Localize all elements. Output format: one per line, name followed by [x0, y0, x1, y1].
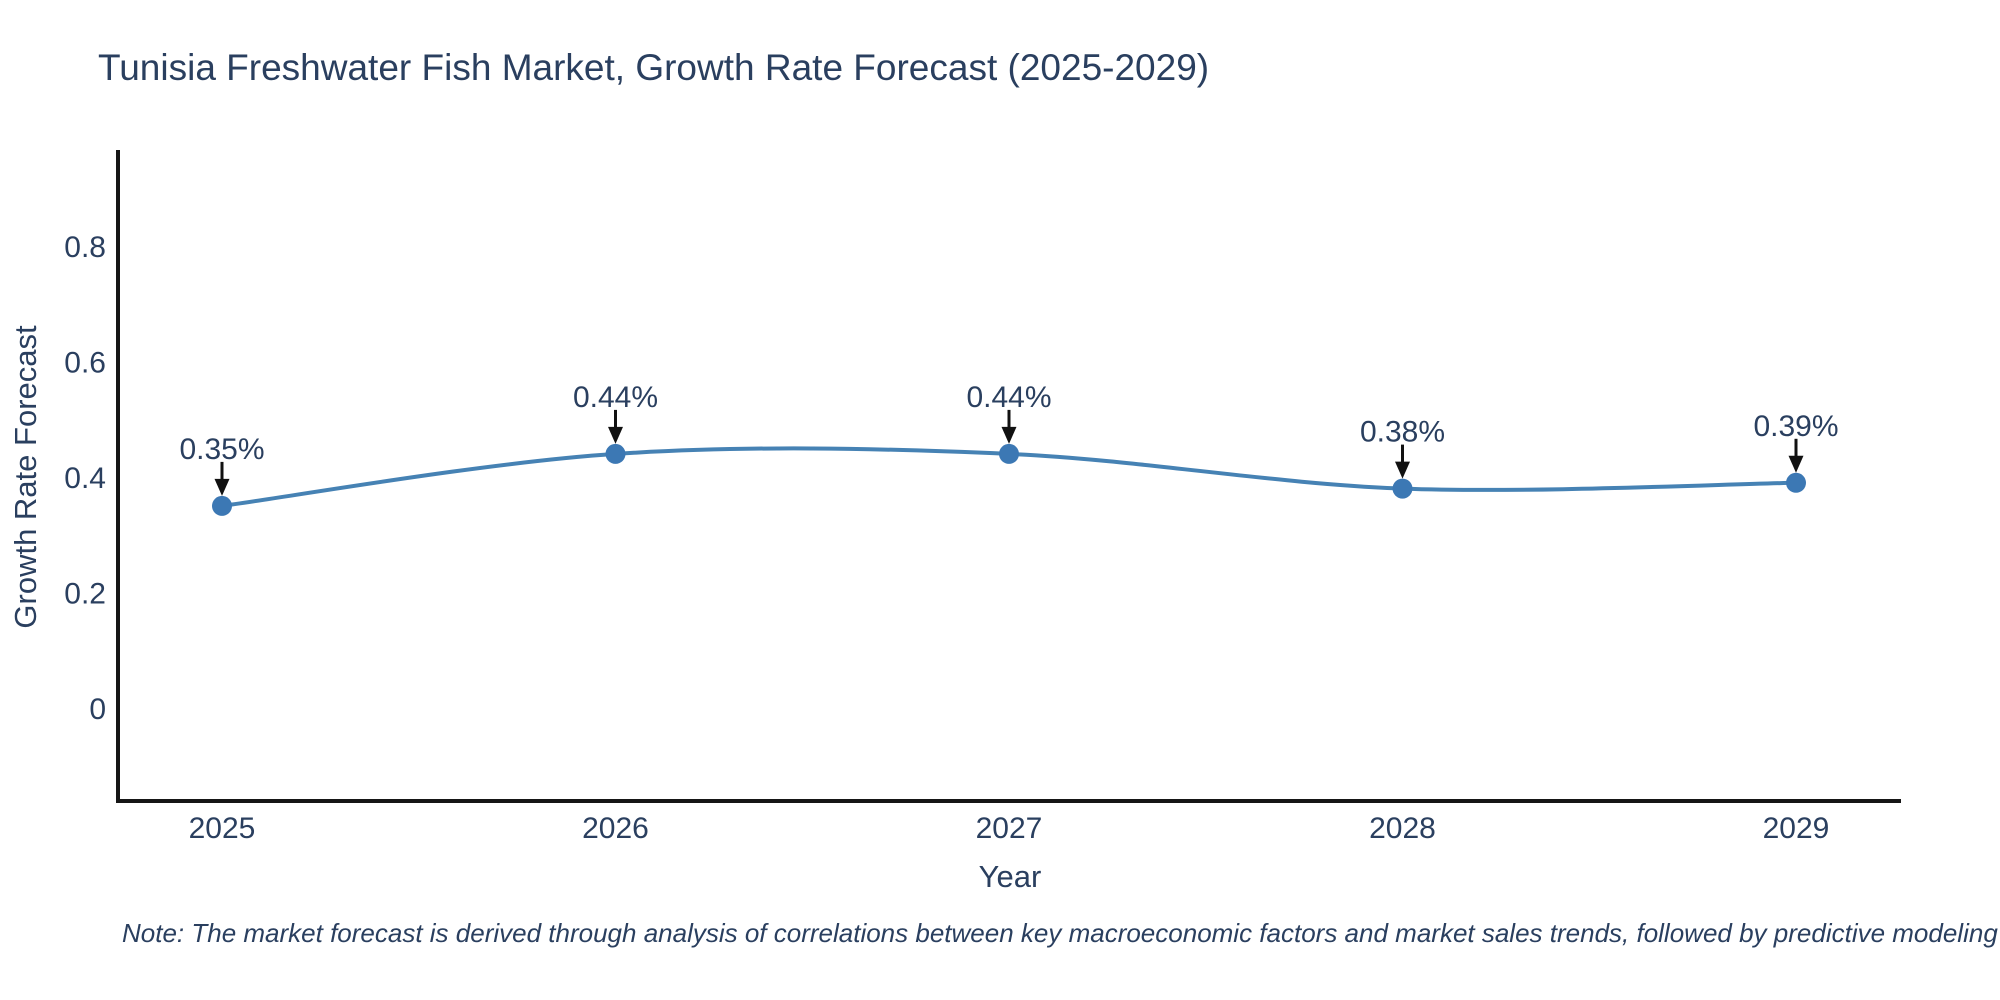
- y-tick-labels: 0 0.2 0.4 0.6 0.8: [64, 231, 106, 726]
- chart-title: Tunisia Freshwater Fish Market, Growth R…: [98, 47, 1209, 88]
- data-point-marker: [1392, 478, 1413, 499]
- data-point-marker: [605, 443, 626, 464]
- point-value-label: 0.44%: [573, 381, 658, 414]
- y-tick-label: 0.2: [64, 578, 106, 611]
- data-points: [212, 443, 1806, 516]
- y-tick-label: 0.4: [64, 462, 106, 495]
- point-value-label: 0.35%: [179, 433, 264, 466]
- annotation-arrowhead-icon: [1395, 461, 1410, 479]
- x-tick-label: 2028: [1369, 812, 1436, 845]
- x-tick-labels: 2025 2026 2027 2028 2029: [189, 812, 1830, 845]
- x-tick-label: 2029: [1763, 812, 1830, 845]
- data-point-marker: [1786, 472, 1806, 493]
- data-point-marker: [212, 495, 232, 516]
- x-axis-title: Year: [979, 859, 1042, 894]
- y-tick-label: 0.8: [64, 231, 106, 264]
- y-tick-label: 0.6: [64, 347, 106, 380]
- annotation-arrowhead-icon: [1001, 426, 1017, 444]
- data-point-marker: [999, 443, 1019, 464]
- annotations: 0.35% 0.44% 0.44% 0.38% 0.39%: [179, 381, 1839, 496]
- point-value-label: 0.39%: [1753, 410, 1838, 443]
- y-tick-label: 0: [89, 693, 106, 726]
- x-tick-label: 2027: [976, 812, 1043, 845]
- annotation-arrowhead-icon: [608, 426, 623, 444]
- point-value-label: 0.38%: [1360, 416, 1445, 449]
- x-tick-label: 2026: [582, 812, 649, 845]
- x-tick-label: 2025: [189, 812, 256, 845]
- y-axis-title: Growth Rate Forecast: [8, 325, 43, 629]
- annotation-arrowhead-icon: [1788, 455, 1804, 473]
- annotation-arrowhead-icon: [214, 478, 230, 496]
- point-value-label: 0.44%: [966, 381, 1051, 414]
- footnote: Note: The market forecast is derived thr…: [122, 918, 2000, 948]
